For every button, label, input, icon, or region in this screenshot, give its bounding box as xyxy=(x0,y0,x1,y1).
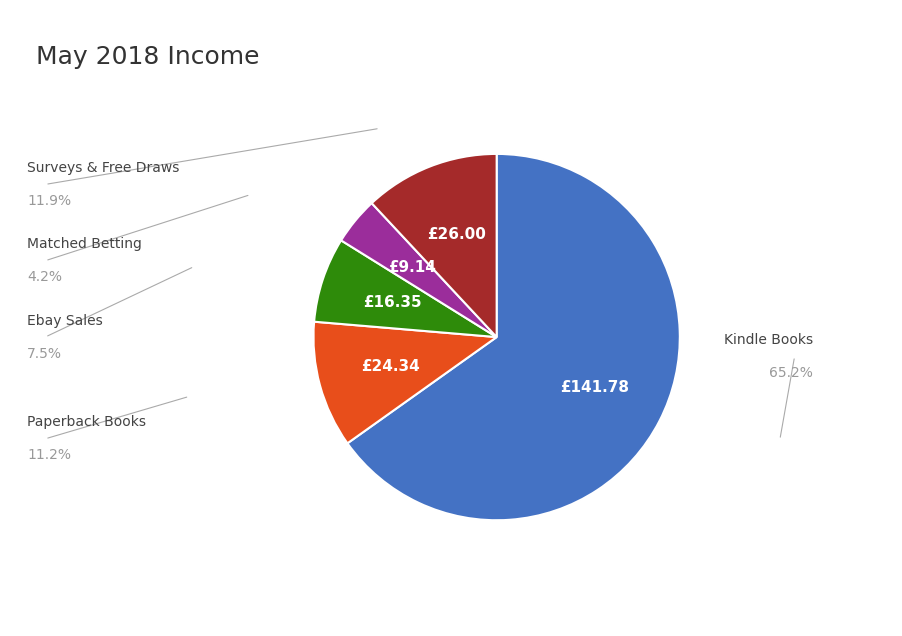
Wedge shape xyxy=(314,240,496,337)
Text: 11.9%: 11.9% xyxy=(27,194,71,208)
Text: 4.2%: 4.2% xyxy=(27,270,62,284)
Text: Matched Betting: Matched Betting xyxy=(27,237,142,251)
Wedge shape xyxy=(347,154,679,520)
Text: Paperback Books: Paperback Books xyxy=(27,415,146,429)
Text: 65.2%: 65.2% xyxy=(768,366,812,380)
Text: £16.35: £16.35 xyxy=(363,295,421,310)
Text: Surveys & Free Draws: Surveys & Free Draws xyxy=(27,161,179,175)
Text: £9.14: £9.14 xyxy=(387,259,435,275)
Text: 7.5%: 7.5% xyxy=(27,347,62,361)
Wedge shape xyxy=(372,154,496,337)
Text: 11.2%: 11.2% xyxy=(27,448,71,462)
Text: Ebay Sales: Ebay Sales xyxy=(27,314,103,328)
Wedge shape xyxy=(341,203,496,337)
Text: £26.00: £26.00 xyxy=(427,227,485,242)
Text: May 2018 Income: May 2018 Income xyxy=(36,45,260,69)
Text: Kindle Books: Kindle Books xyxy=(723,333,812,347)
Text: £141.78: £141.78 xyxy=(559,380,628,395)
Wedge shape xyxy=(313,322,496,443)
Text: £24.34: £24.34 xyxy=(361,359,419,373)
